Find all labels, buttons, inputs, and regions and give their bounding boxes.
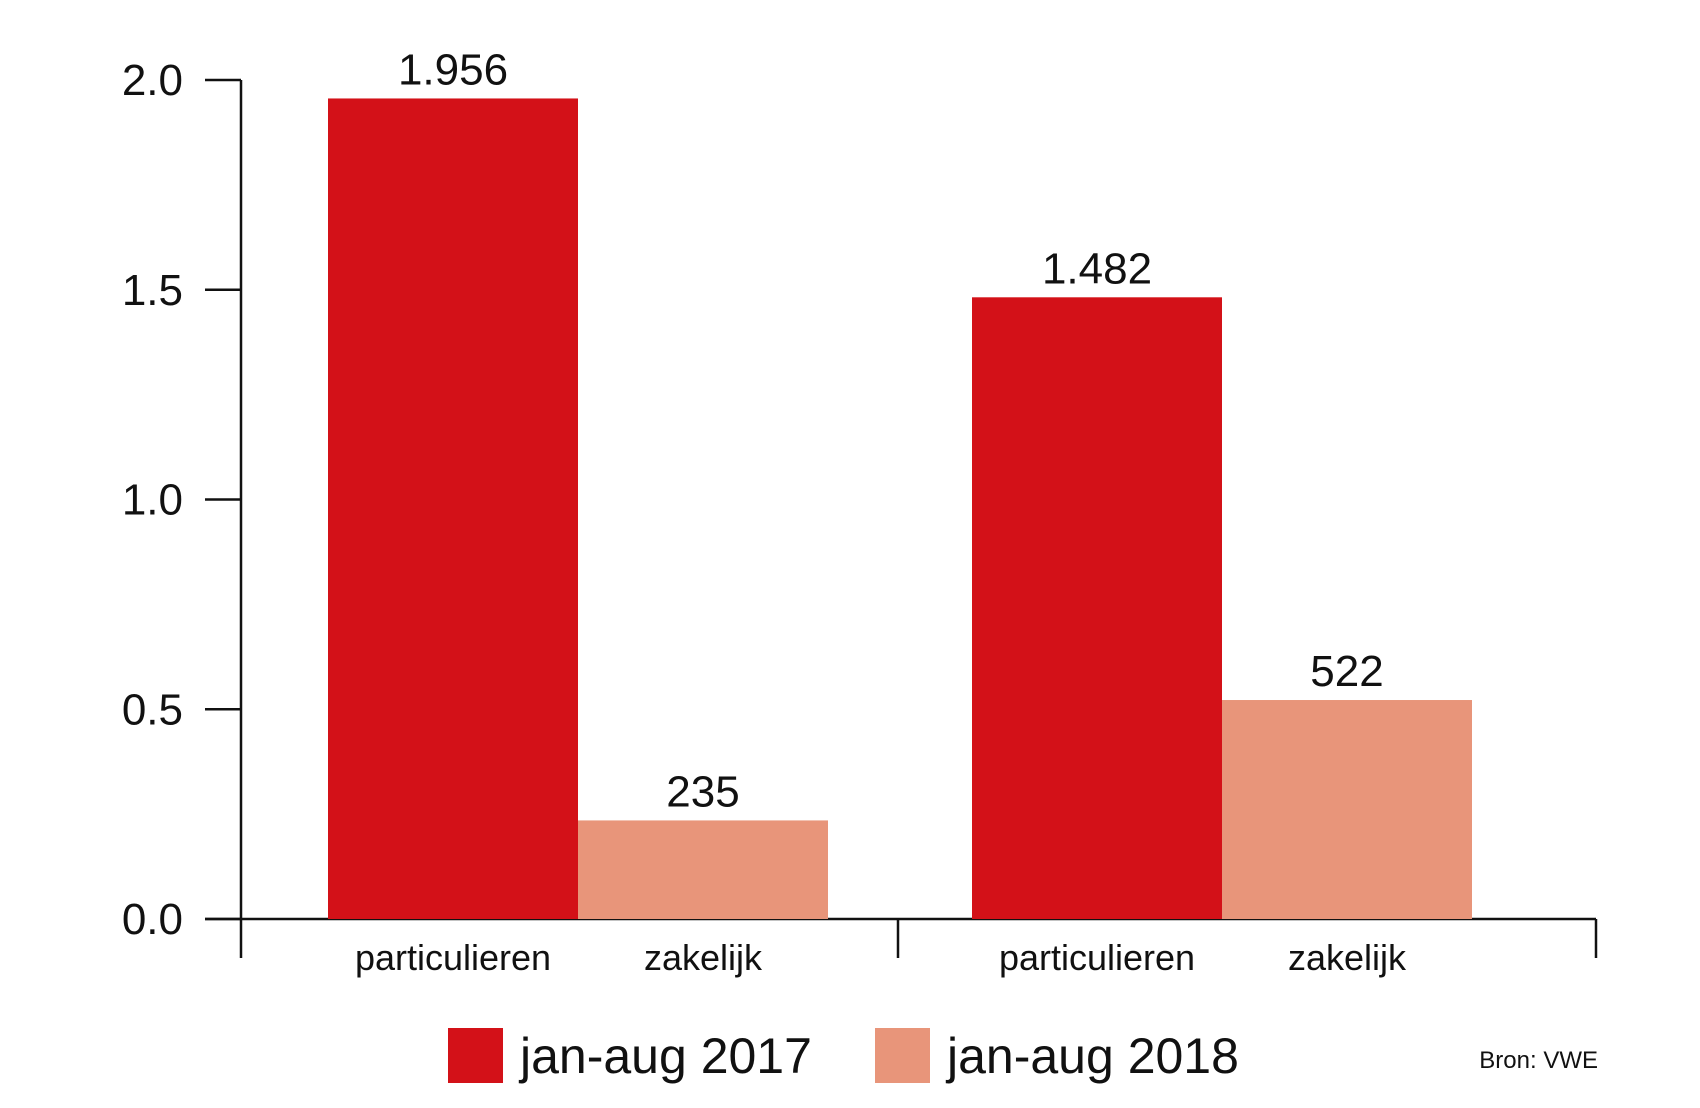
category-label-1-0: particulieren [999, 937, 1195, 978]
y-tick-label-1: 0.5 [122, 685, 183, 734]
data-label-1-0: 1.482 [1042, 244, 1152, 293]
y-tick-label-4: 2.0 [122, 56, 183, 105]
y-tick-label-3: 1.5 [122, 266, 183, 315]
legend-label-0: jan-aug 2017 [518, 1028, 812, 1084]
y-tick-label-0: 0.0 [122, 895, 183, 944]
legend-swatch-0 [448, 1028, 503, 1083]
bar-1-1 [1222, 700, 1472, 919]
y-tick-label-2: 1.0 [122, 476, 183, 525]
category-label-1-1: zakelijk [1288, 937, 1407, 978]
legend-label-1: jan-aug 2018 [945, 1028, 1239, 1084]
bar-0-0 [328, 98, 578, 919]
labels: 1.956 particulieren 235 zakelijk 1.482 partic… [355, 45, 1407, 978]
data-label-1-1: 522 [1310, 647, 1383, 696]
bars [328, 98, 1472, 919]
source-label: Bron: VWE [1479, 1047, 1598, 1074]
category-label-0-1: zakelijk [644, 937, 763, 978]
legend: jan-aug 2017 jan-aug 2018 Bron: VWE [448, 1028, 1598, 1084]
data-label-0-0: 1.956 [398, 45, 508, 94]
legend-swatch-1 [875, 1028, 930, 1083]
bar-1-0 [972, 297, 1222, 919]
bar-0-1 [578, 820, 828, 919]
data-label-0-1: 235 [666, 767, 739, 816]
category-label-0-0: particulieren [355, 937, 551, 978]
